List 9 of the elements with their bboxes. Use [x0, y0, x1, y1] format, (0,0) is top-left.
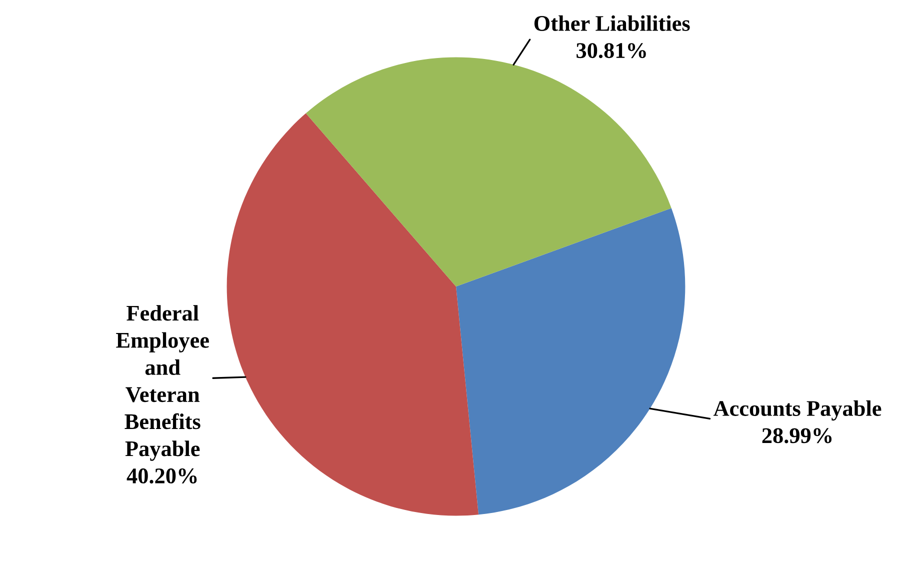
slice-label: Other Liabilities	[534, 15, 690, 31]
data-label: 40.20%	[126, 468, 197, 484]
pie-slice	[226, 113, 479, 516]
pie-slice	[456, 208, 686, 515]
slice-label: Accounts Payable	[713, 400, 882, 421]
slice-label: Federal Employee and Veteran Benefits Payable	[116, 305, 209, 461]
pie-slice	[306, 57, 672, 286]
data-label: 30.81%	[576, 43, 646, 58]
data-label: 28.99%	[762, 428, 832, 444]
